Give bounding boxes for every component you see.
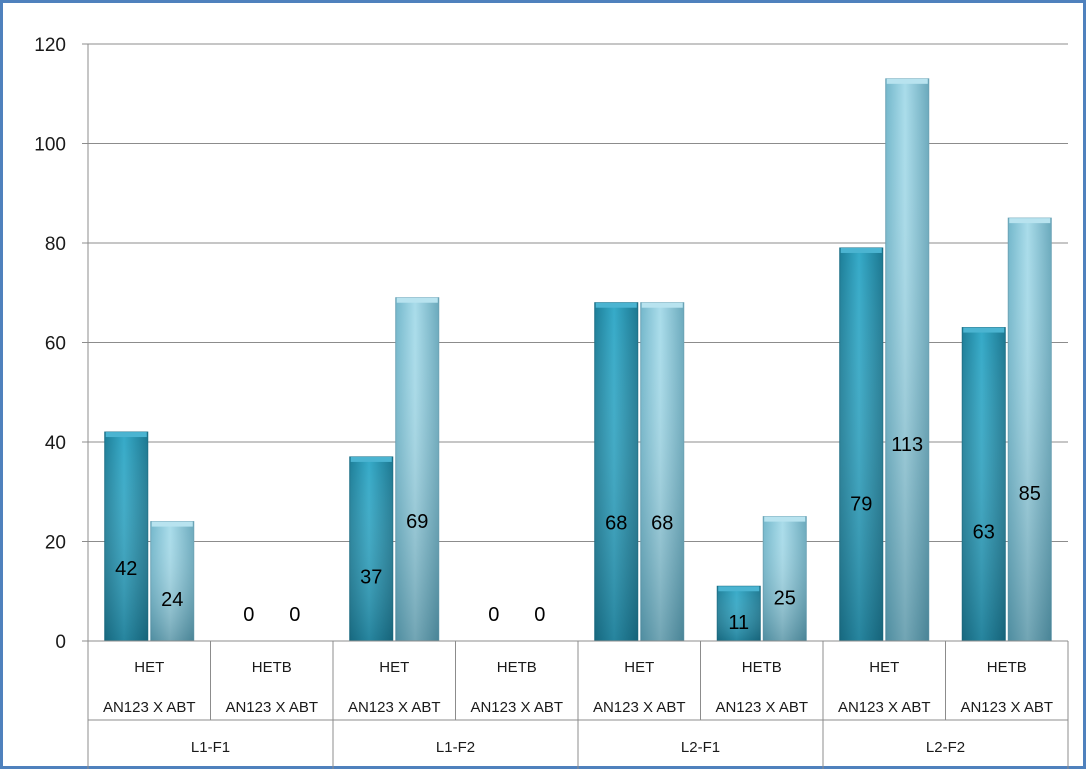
x-category-label: HETB [497, 659, 537, 676]
bar-top-bevel [886, 78, 928, 84]
data-label: 113 [891, 434, 923, 456]
bar-top-bevel [641, 302, 683, 308]
y-tick-label: 0 [55, 632, 66, 653]
bar-top-bevel [718, 586, 760, 592]
x-category-label: HETB [987, 659, 1027, 676]
bar [395, 297, 440, 642]
x-category-sublabel: AN123 X ABT [960, 699, 1053, 716]
data-label: 0 [289, 604, 300, 626]
data-label: 79 [850, 493, 872, 515]
bar [839, 247, 884, 642]
x-category-label: HET [379, 659, 409, 676]
data-label: 42 [115, 558, 137, 580]
x-group-label: L1-F2 [436, 739, 475, 756]
x-category-label: HETB [252, 659, 292, 676]
y-tick-label: 80 [45, 234, 66, 255]
data-labels: 42 0 37 0 68 11 79 63 24 0 69 0 68 25 113 85 [115, 434, 1041, 634]
x-category-label: HET [624, 659, 654, 676]
x-category-sublabel: AN123 X ABT [103, 699, 196, 716]
bar [349, 456, 394, 642]
bar-top-bevel [350, 456, 392, 462]
data-label: 69 [406, 511, 428, 533]
x-group-label: L2-F1 [681, 739, 720, 756]
bars [104, 78, 1052, 642]
bar [104, 431, 149, 642]
bar [961, 327, 1006, 642]
bar [885, 78, 930, 642]
x-category-sublabel: AN123 X ABT [593, 699, 686, 716]
y-tick-label: 40 [45, 433, 66, 454]
bar-top-bevel [1009, 218, 1051, 224]
y-tick-label: 120 [34, 35, 66, 56]
data-label: 68 [605, 513, 627, 535]
bar [150, 521, 195, 642]
bar-top-bevel [105, 432, 147, 438]
data-label: 24 [161, 589, 183, 611]
x-category-sublabel: AN123 X ABT [225, 699, 318, 716]
data-label: 68 [651, 513, 673, 535]
bar [762, 516, 807, 642]
bar-top-bevel [396, 297, 438, 303]
data-label: 63 [973, 521, 995, 543]
data-label: 0 [488, 604, 499, 626]
x-category-sublabel: AN123 X ABT [838, 699, 931, 716]
data-label: 85 [1019, 483, 1041, 505]
data-label: 0 [534, 604, 545, 626]
data-label: 25 [774, 587, 796, 609]
bar [640, 302, 685, 642]
data-label: 0 [243, 604, 254, 626]
x-category-sublabel: AN123 X ABT [470, 699, 563, 716]
x-category-label: HET [869, 659, 899, 676]
data-label: 37 [360, 567, 382, 589]
x-group-label: L1-F1 [191, 739, 230, 756]
y-tick-label: 20 [45, 533, 66, 554]
bar-top-bevel [764, 516, 806, 522]
x-category-sublabel: AN123 X ABT [348, 699, 441, 716]
bar-top-bevel [595, 302, 637, 308]
bar-top-bevel [963, 327, 1005, 333]
x-category-label: HET [134, 659, 164, 676]
bar-top-bevel [840, 247, 882, 253]
bar [1007, 217, 1052, 642]
y-tick-label: 100 [34, 135, 66, 156]
x-category-sublabel: AN123 X ABT [715, 699, 808, 716]
x-category-label: HETB [742, 659, 782, 676]
bar [594, 302, 639, 642]
x-group-label: L2-F2 [926, 739, 965, 756]
y-tick-label: 60 [45, 334, 66, 355]
data-label: 11 [728, 612, 749, 634]
axes: 0 20 40 60 80 100 120 HET AN123 X ABT HETB AN123 X… [34, 35, 1069, 769]
bar-top-bevel [151, 521, 193, 527]
